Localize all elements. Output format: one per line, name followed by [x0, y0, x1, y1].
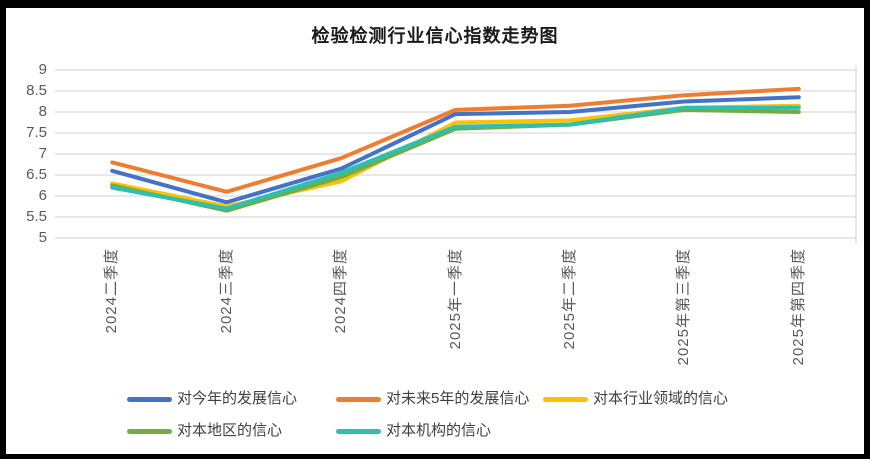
frame-border-bottom	[0, 454, 870, 459]
y-axis-tick-label: 7	[38, 145, 47, 162]
legend-line-swatch	[336, 396, 381, 402]
y-axis-tick-label: 5	[38, 229, 47, 246]
frame-border-top	[0, 0, 870, 8]
legend-line-swatch	[336, 428, 381, 434]
legend-item: 对今年的发展信心	[127, 391, 297, 407]
series-line-1	[110, 86, 801, 194]
frame-border-right	[864, 0, 870, 459]
series-line-4	[110, 105, 801, 211]
legend-label: 对今年的发展信心	[177, 390, 298, 407]
legend-line-swatch	[543, 396, 588, 402]
y-axis-tick-label: 6	[38, 187, 47, 204]
legend-label: 对本地区的信心	[177, 422, 283, 439]
legend-label: 对本机构的信心	[386, 422, 492, 439]
x-axis-tick-label: 2025年二季度	[560, 248, 578, 350]
x-axis-tick-label: 2025年第四季度	[789, 248, 807, 366]
legend-item: 对未来5年的发展信心	[336, 391, 529, 407]
series-line-2	[110, 103, 801, 209]
legend-line-swatch	[127, 428, 172, 434]
x-axis-tick-label: 2024四季度	[332, 248, 350, 334]
x-axis-tick-label: 2024二季度	[103, 248, 121, 334]
gridlines	[55, 66, 857, 243]
y-axis-tick-label: 5.5	[26, 208, 47, 225]
chart-title: 检验检测行业信心指数走势图	[311, 26, 559, 46]
y-axis-tick-label: 6.5	[26, 166, 47, 183]
x-axis-tick-label: 2025年第三季度	[675, 248, 693, 366]
legend-item: 对本地区的信心	[127, 423, 282, 439]
legend-line-swatch	[127, 396, 172, 402]
y-axis-tick-label: 9	[38, 61, 47, 78]
y-axis-tick-label: 8.5	[26, 82, 47, 99]
series-line-0	[110, 95, 801, 205]
y-axis-tick-label: 7.5	[26, 124, 47, 141]
y-axis-tick-label: 8	[38, 103, 47, 120]
x-axis-tick-label: 2025年一季度	[446, 248, 464, 350]
legend-item: 对本行业领域的信心	[543, 391, 728, 407]
legend-label: 对本行业领域的信心	[593, 390, 729, 407]
legend-item: 对本机构的信心	[336, 423, 491, 439]
x-axis-tick-label: 2024三季度	[217, 248, 235, 334]
legend-label: 对未来5年的发展信心	[386, 390, 530, 407]
frame-border-left	[0, 0, 6, 459]
